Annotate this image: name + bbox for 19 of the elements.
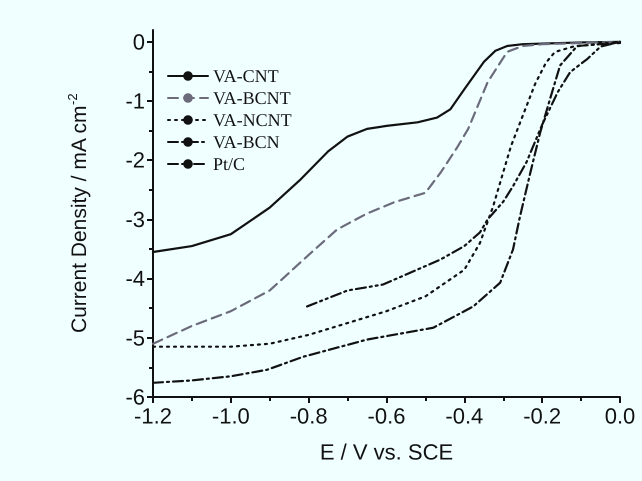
x-axis-title: E / V vs. SCE (320, 440, 454, 464)
legend-label: Pt/C (213, 154, 246, 174)
legend-label: VA-CNT (213, 66, 279, 86)
x-tick-label: -0.8 (290, 404, 328, 428)
y-tick-label: -5 (125, 325, 145, 350)
x-tick-label: 0.0 (604, 404, 636, 428)
x-tick-label: -0.4 (445, 404, 484, 428)
legend-label: VA-BCN (213, 132, 280, 152)
x-tick-label: -1.0 (212, 404, 250, 428)
legend-label: VA-NCNT (213, 110, 292, 130)
y-tick-label: -4 (125, 266, 145, 292)
y-tick-label: -1 (125, 88, 145, 114)
y-tick-label: -2 (125, 148, 145, 173)
y-axis-title: Current Density / mA cm-2 (65, 93, 91, 334)
x-tick-label: -0.6 (368, 404, 406, 428)
x-tick-label: -0.2 (523, 404, 562, 428)
legend-label: VA-BCNT (213, 88, 291, 108)
y-tick-label: 0 (132, 29, 145, 54)
y-tick-label: -3 (125, 206, 145, 232)
